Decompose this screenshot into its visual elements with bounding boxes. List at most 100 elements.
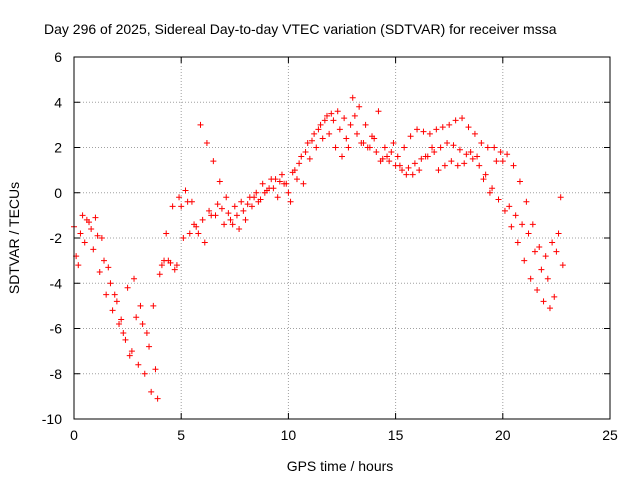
data-point	[118, 316, 125, 323]
x-tick-label: 15	[388, 427, 404, 443]
data-point	[141, 370, 148, 377]
data-point	[478, 139, 485, 146]
data-point	[349, 94, 356, 101]
data-point	[527, 275, 534, 282]
data-point	[240, 207, 247, 214]
data-point	[131, 275, 138, 282]
data-point	[422, 153, 429, 160]
data-point	[403, 171, 410, 178]
data-point	[343, 135, 350, 142]
data-point	[298, 153, 305, 160]
data-point	[156, 271, 163, 278]
x-axis-label: GPS time / hours	[287, 458, 394, 474]
data-point	[467, 149, 474, 156]
data-point	[321, 117, 328, 124]
data-point	[98, 235, 105, 241]
data-point	[444, 139, 451, 146]
data-point	[143, 330, 150, 337]
data-point	[259, 180, 266, 187]
data-point	[94, 232, 101, 239]
data-point	[300, 180, 307, 187]
y-tick-label: -4	[50, 275, 63, 291]
data-point	[435, 167, 442, 174]
data-point	[493, 158, 500, 165]
data-point	[253, 189, 260, 196]
data-point	[285, 189, 292, 196]
data-point	[510, 162, 517, 169]
data-point	[341, 115, 348, 122]
data-point	[195, 230, 202, 237]
data-point	[182, 187, 189, 194]
data-point	[386, 158, 393, 165]
x-tick-label: 25	[602, 427, 618, 443]
data-point	[384, 153, 391, 160]
data-point	[81, 239, 88, 246]
data-point	[401, 144, 408, 151]
data-point	[171, 266, 178, 273]
data-point	[268, 176, 275, 183]
data-point	[476, 162, 483, 169]
data-point	[330, 117, 337, 124]
data-point	[546, 305, 553, 312]
data-point	[246, 194, 253, 201]
data-point	[302, 149, 309, 156]
data-point	[75, 262, 82, 269]
data-point	[218, 205, 225, 212]
data-point	[446, 121, 453, 128]
data-point	[208, 212, 215, 219]
data-point	[317, 121, 324, 128]
data-point	[491, 144, 498, 151]
data-point	[128, 348, 135, 355]
data-point	[210, 158, 217, 165]
data-point	[456, 146, 463, 153]
data-point	[133, 314, 140, 321]
data-point	[347, 121, 354, 128]
data-point	[388, 149, 395, 156]
data-point	[452, 117, 459, 124]
data-point	[506, 203, 513, 210]
data-point	[418, 155, 425, 162]
data-point	[79, 212, 86, 219]
data-point	[278, 171, 285, 178]
data-point	[111, 291, 118, 298]
data-point	[356, 103, 363, 110]
data-point	[549, 239, 556, 246]
data-point	[154, 395, 161, 402]
data-point	[92, 214, 99, 221]
data-point	[373, 149, 380, 156]
data-point	[416, 167, 423, 174]
data-point	[557, 194, 564, 201]
data-point	[293, 176, 300, 183]
data-point	[242, 216, 249, 223]
data-point	[390, 139, 397, 146]
y-tick-label: 2	[54, 140, 62, 156]
data-point	[199, 216, 206, 223]
data-point	[354, 130, 361, 137]
data-point	[158, 262, 165, 269]
data-point	[504, 151, 511, 158]
data-point	[433, 126, 440, 133]
data-point	[351, 112, 358, 119]
data-point	[519, 221, 526, 228]
y-tick-label: 4	[54, 94, 62, 110]
data-point	[291, 167, 298, 174]
data-point	[411, 160, 418, 167]
data-point	[148, 388, 155, 395]
data-point	[287, 198, 294, 205]
data-point	[233, 212, 240, 219]
data-point	[214, 201, 221, 208]
data-point	[332, 144, 339, 151]
data-point	[274, 194, 281, 201]
data-point	[216, 178, 223, 185]
y-tick-label: -8	[50, 366, 63, 382]
data-point	[559, 262, 566, 269]
data-point	[538, 266, 545, 273]
data-point	[542, 253, 549, 260]
x-tick-label: 20	[495, 427, 511, 443]
data-point	[414, 126, 421, 133]
data-point	[497, 149, 504, 156]
data-point	[315, 126, 322, 133]
data-point	[407, 133, 414, 140]
data-point	[405, 164, 412, 171]
